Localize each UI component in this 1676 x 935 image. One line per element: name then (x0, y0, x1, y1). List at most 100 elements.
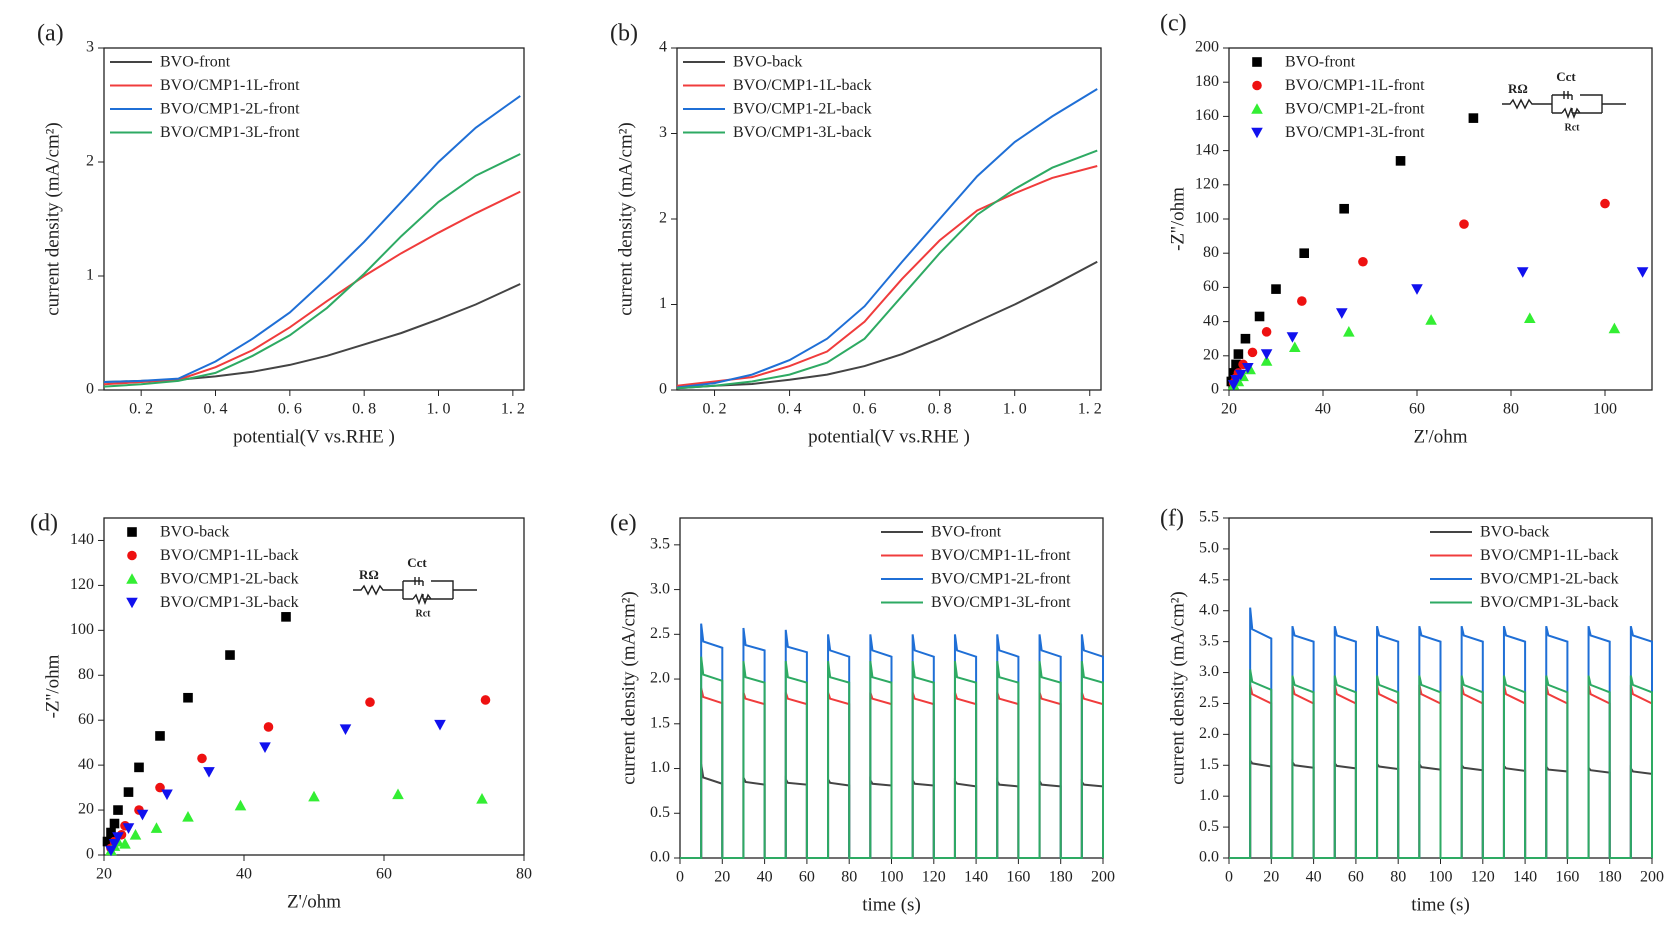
x-axis-label: Z'/ohm (1413, 426, 1467, 447)
marker (1336, 308, 1348, 319)
marker (1231, 359, 1241, 370)
y-tick-label: 120 (1195, 175, 1219, 192)
inset-label: RΩ (359, 567, 379, 582)
y-tick-label: 60 (78, 711, 94, 728)
marker (183, 692, 193, 703)
y-tick-label: 3.5 (1199, 632, 1219, 649)
x-tick-label: 1. 0 (1003, 401, 1027, 418)
marker (109, 818, 120, 829)
y-tick-label: 2.0 (650, 670, 670, 687)
legend-label: BVO/CMP1-2L-front (931, 571, 1071, 588)
y-tick-label: 120 (70, 576, 94, 593)
marker (281, 612, 291, 622)
y-tick-label: 160 (1195, 107, 1219, 124)
y-tick-label: 4.5 (1199, 570, 1219, 587)
series-line (680, 656, 1104, 859)
y-tick-label: 20 (78, 801, 94, 818)
x-tick-label: 20 (1263, 869, 1279, 886)
y-tick-label: 0 (1211, 381, 1219, 398)
panel-label: (b) (610, 21, 638, 47)
marker (1358, 256, 1368, 267)
x-tick-label: 0. 8 (352, 401, 376, 418)
legend-label: BVO-front (1285, 54, 1356, 71)
legend-label: BVO/CMP1-1L-front (160, 77, 300, 94)
marker (1299, 248, 1309, 258)
y-tick-label: 4 (659, 39, 667, 56)
y-tick-label: 180 (1195, 73, 1219, 90)
x-tick-label: 0. 8 (928, 401, 952, 418)
x-tick-label: 0. 4 (778, 401, 802, 418)
marker (1608, 322, 1621, 334)
legend-label: BVO/CMP1-1L-front (1285, 77, 1425, 94)
x-tick-label: 200 (1640, 869, 1664, 886)
plot-frame (103, 517, 525, 856)
marker (1339, 203, 1349, 214)
legend-label: BVO-front (931, 524, 1002, 541)
marker (1297, 296, 1307, 306)
legend-swatch (1251, 127, 1263, 139)
marker (134, 762, 144, 773)
y-tick-label: 1 (86, 267, 94, 284)
series-line (676, 165, 1098, 387)
marker (203, 767, 215, 778)
marker (1524, 312, 1536, 323)
panel-label: (a) (37, 21, 64, 47)
legend-label: BVO/CMP1-2L-back (160, 571, 299, 588)
y-tick-label: 0 (659, 381, 667, 398)
y-tick-label: 5.5 (1199, 509, 1219, 526)
marker (155, 731, 165, 741)
legend-label: BVO/CMP1-3L-front (931, 594, 1071, 611)
y-tick-label: 100 (1195, 210, 1219, 227)
y-tick-label: 80 (78, 666, 94, 683)
x-axis-label: time (s) (1411, 894, 1470, 915)
legend-swatch (126, 573, 138, 584)
marker (259, 742, 271, 753)
marker (480, 695, 491, 705)
series-line (103, 95, 521, 384)
legend-label: BVO-back (733, 54, 802, 71)
marker (308, 790, 320, 802)
series-line (103, 190, 521, 386)
y-tick-label: 80 (1203, 244, 1219, 261)
y-tick-label: 1.0 (650, 759, 670, 776)
panel-label: (d) (30, 511, 58, 537)
y-tick-label: 0 (86, 381, 94, 398)
x-axis-label: Z'/ohm (287, 891, 341, 912)
y-tick-label: 1.5 (1199, 756, 1219, 773)
y-axis-label: current density (mA/cm²) (42, 122, 63, 316)
x-tick-label: 20 (96, 866, 112, 883)
legend-label: BVO/CMP1-3L-front (160, 124, 300, 141)
marker (225, 650, 235, 660)
y-axis-label: current density (mA/cm²) (1167, 591, 1188, 785)
x-tick-label: 80 (1390, 869, 1406, 886)
x-tick-label: 0 (1225, 869, 1233, 886)
legend-label: BVO/CMP1-1L-back (160, 547, 299, 564)
legend-label: BVO/CMP1-1L-back (1480, 547, 1619, 564)
marker (119, 837, 131, 849)
y-tick-label: 1 (659, 295, 667, 312)
marker (102, 836, 113, 847)
marker (106, 827, 116, 838)
x-tick-label: 60 (376, 866, 392, 883)
marker (1468, 113, 1479, 123)
y-tick-label: 140 (1195, 141, 1219, 158)
legend-label: BVO-back (160, 524, 229, 541)
legend-label: BVO/CMP1-1L-front (931, 547, 1071, 564)
x-tick-label: 80 (1503, 401, 1519, 418)
x-tick-label: 60 (799, 869, 815, 886)
y-axis-label: current density (mA/cm²) (618, 591, 639, 785)
marker (112, 832, 124, 843)
x-tick-label: 60 (1348, 869, 1364, 886)
inset-label: RΩ (1508, 81, 1528, 96)
marker (1242, 362, 1254, 374)
legend-swatch (1251, 103, 1263, 114)
legend-label: BVO/CMP1-2L-back (733, 101, 872, 118)
legend-label: BVO/CMP1-2L-back (1480, 571, 1619, 588)
y-tick-label: 2 (659, 210, 667, 227)
y-tick-label: 0 (86, 846, 94, 863)
y-tick-label: 1.0 (1199, 787, 1219, 804)
legend-swatch (127, 550, 137, 561)
y-tick-label: 3.5 (650, 536, 670, 553)
marker (182, 811, 194, 822)
